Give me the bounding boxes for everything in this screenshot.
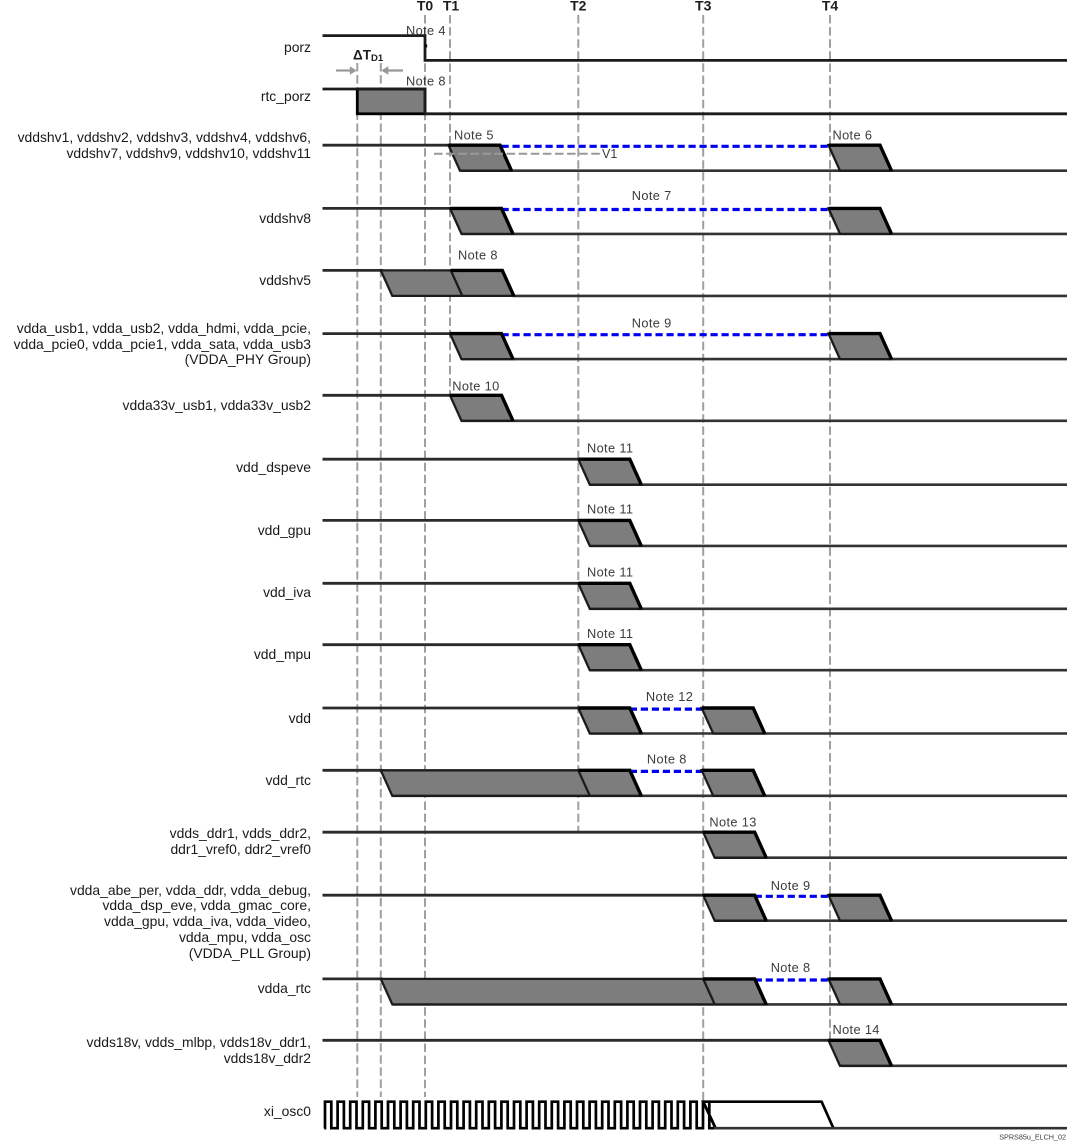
svg-text:Note 8: Note 8 xyxy=(458,248,498,263)
svg-text:Note 11: Note 11 xyxy=(587,502,633,517)
svg-text:SPRS85u_ELCH_02: SPRS85u_ELCH_02 xyxy=(999,1133,1066,1142)
svg-text:Note 4: Note 4 xyxy=(406,23,446,38)
svg-text:Note 11: Note 11 xyxy=(587,565,633,580)
svg-text:T1: T1 xyxy=(443,0,460,14)
svg-text:Note 8: Note 8 xyxy=(771,960,811,975)
svg-text:T4: T4 xyxy=(822,0,839,14)
svg-text:Note 12: Note 12 xyxy=(646,689,693,704)
svg-text:Note 8: Note 8 xyxy=(406,73,446,88)
svg-text:Note 9: Note 9 xyxy=(771,878,811,893)
svg-text:V1: V1 xyxy=(602,147,617,161)
svg-text:T0: T0 xyxy=(417,0,434,14)
svg-text:Note 6: Note 6 xyxy=(833,128,873,143)
svg-text:Note 9: Note 9 xyxy=(632,316,672,331)
svg-text:Note 13: Note 13 xyxy=(709,814,756,829)
svg-text:Note 11: Note 11 xyxy=(587,626,633,641)
svg-text:ΔTD1: ΔTD1 xyxy=(353,48,384,65)
svg-text:T3: T3 xyxy=(695,0,712,14)
svg-text:Note 7: Note 7 xyxy=(632,188,672,203)
svg-text:Note 8: Note 8 xyxy=(647,752,687,767)
svg-text:Note 10: Note 10 xyxy=(452,379,499,394)
svg-text:Note 5: Note 5 xyxy=(454,128,494,143)
svg-text:Note 11: Note 11 xyxy=(587,440,633,455)
svg-text:Note 14: Note 14 xyxy=(833,1022,880,1037)
svg-text:T2: T2 xyxy=(570,0,587,14)
